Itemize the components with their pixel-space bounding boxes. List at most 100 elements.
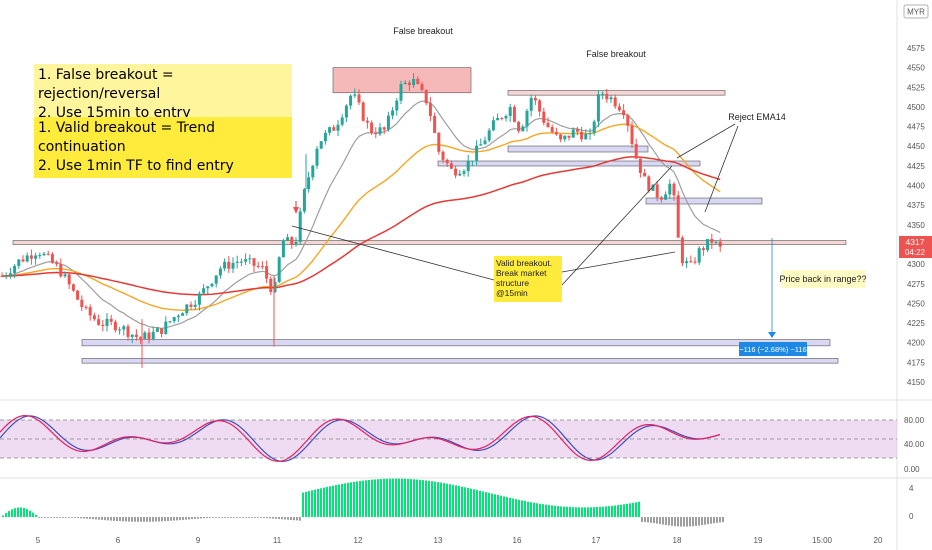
note-valid-breakout-line-2: 2. Use 1min TF to find entry [38,158,234,174]
hist-bar [221,517,223,518]
hist-bar [683,517,685,527]
hist-bar [305,491,307,517]
candle-body [672,183,676,196]
candle-body [286,237,290,241]
hist-bar [347,482,349,517]
hist-bar [416,479,418,517]
hist-bar [272,517,274,519]
hist-bar [455,485,457,517]
candle-body [281,240,285,258]
reject-ema-label: Reject EMA14 [728,112,786,122]
hist-bar [650,517,652,523]
candle-body [701,248,705,251]
hist-tick: 0 [909,512,914,521]
time-tick: 19 [754,536,763,545]
hist-bar [611,505,613,517]
hist-bar [365,480,367,517]
hist-bar [32,512,34,517]
measure-badge [739,342,807,356]
hist-bar [86,517,88,519]
price-tick: 4400 [907,182,925,191]
hist-bar [359,481,361,517]
candle-body [517,121,521,132]
hist-bar [278,517,280,520]
stoch-k-line [0,415,721,463]
hist-bar [524,501,526,517]
ema-line [2,156,721,296]
candle-body [571,129,575,138]
time-tick: 6 [116,536,121,545]
hist-bar [398,478,400,517]
note-false-breakout-line-1: 1. False breakout = rejection/reversal [38,67,174,102]
candle-body [38,255,42,257]
candle-body [50,254,54,263]
price-tick: 4250 [907,299,925,308]
candle-body [437,132,441,152]
hist-bar [257,517,259,518]
price-tick: 4525 [907,83,925,92]
candle-body [21,259,25,262]
hist-bar [140,517,142,522]
hist-bar [662,517,664,525]
hist-bar [194,517,196,519]
currency-badge[interactable] [903,4,929,19]
hist-bar [284,517,286,520]
hist-bar [605,506,607,517]
candle-body [143,332,147,339]
hist-bar [371,479,373,517]
hist-bar [689,517,691,527]
hist-bar [227,517,229,518]
candle-body [260,266,264,268]
candle-body [382,127,386,130]
hist-bar [458,485,460,517]
candle-body [575,129,579,132]
hist-bar [521,500,523,517]
hist-bar [314,489,316,517]
candle-body [71,284,75,291]
candle-body [84,307,88,309]
candle-body [277,257,281,282]
candle-body [458,173,462,176]
hist-bar [695,517,697,526]
hist-bar [473,489,475,517]
candle-body [361,102,365,121]
candle-body [546,122,550,128]
candle-body [202,288,206,294]
support-zone [507,145,649,153]
hist-bar [431,481,433,517]
candle-body [189,304,193,307]
candle-body [206,286,210,289]
hist-bar [509,497,511,517]
hist-bar [539,503,541,517]
hist-bar [92,517,94,520]
candle-body [718,241,722,247]
stoch-d-line [0,414,721,462]
price-tick: 4275 [907,280,925,289]
hist-bar [680,517,682,527]
connector-line [676,123,736,159]
hist-bar [665,517,667,526]
hist-bar [245,517,247,518]
hist-bar [428,480,430,517]
candle-body [407,82,411,86]
hist-bar [203,517,205,519]
hist-bar [122,517,124,522]
candle-body [273,281,277,292]
hist-bar [290,517,292,520]
price-zone [507,90,726,96]
hist-bar [188,517,190,520]
hist-bar [704,517,706,525]
hist-bar [185,517,187,520]
candle-body [197,293,201,305]
hist-bar [491,493,493,517]
hist-bar [83,517,85,519]
candle-body [487,130,491,141]
ema-line [2,123,721,312]
hist-bar [569,507,571,517]
candle-body [584,133,588,140]
time-tick: 16 [513,536,522,545]
candle-body [391,110,395,116]
hist-bar [239,517,241,518]
hist-bar [299,517,301,521]
